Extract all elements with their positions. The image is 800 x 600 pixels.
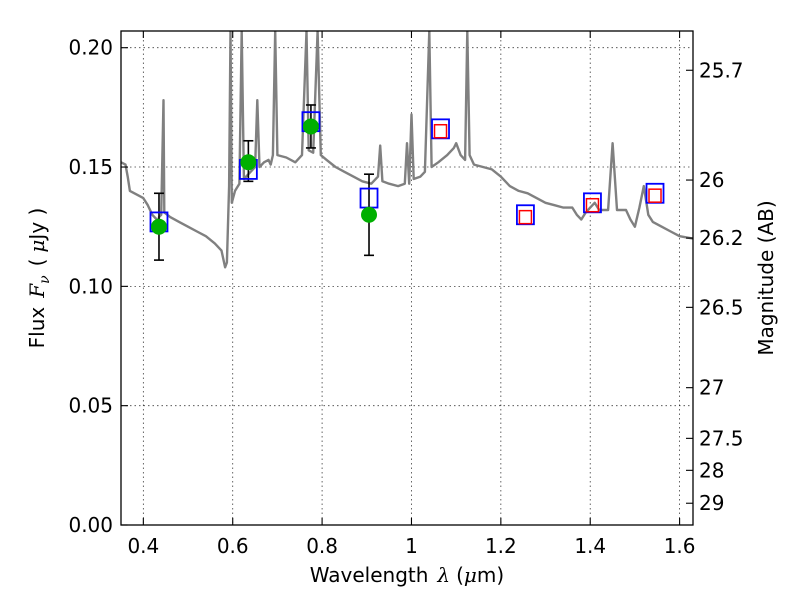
y2-tick-label: 26 — [699, 168, 724, 192]
x-tick-label: 1.6 — [664, 534, 696, 558]
y2-tick-label: 27.5 — [699, 426, 744, 450]
data-layer — [121, 31, 693, 269]
plot-frame — [120, 30, 694, 526]
ir-photometry-square — [585, 197, 600, 213]
x-tick-label: 0.6 — [217, 534, 249, 558]
ir-photometry-square — [648, 188, 662, 203]
observed-photometry-point — [150, 218, 167, 235]
x-axis-title: Wavelength λ (μm) — [310, 563, 504, 587]
y2-tick-label: 26.2 — [699, 226, 744, 250]
observed-photometry-point — [361, 206, 378, 223]
y2-tick-label: 29 — [699, 491, 724, 515]
x-tick-label: 1.2 — [485, 534, 517, 558]
ir-photometry-square — [433, 123, 448, 139]
y-tick-label: 0.05 — [68, 394, 113, 418]
axis-ticks: 0.4 0.6 0.8 1 1.2 1.4 1.6 0.00 0.05 0.10 0.15 0.20 2… — [68, 31, 744, 558]
y-tick-label: 0.00 — [68, 513, 113, 537]
x-tick-label: 0.4 — [127, 534, 159, 558]
y-tick-label: 0.15 — [68, 155, 113, 179]
observed-photometry-point — [302, 118, 319, 135]
sed-model-line — [121, 31, 693, 269]
y2-tick-label: 28 — [699, 458, 724, 482]
observed-photometry-point — [240, 154, 257, 171]
y2-tick-label: 27 — [699, 376, 724, 400]
ir-photometry-square — [518, 209, 533, 225]
x-tick-label: 1 — [405, 534, 418, 558]
y-axis-title: FluxFν(μJy ) — [25, 208, 53, 349]
x-tick-label: 0.8 — [306, 534, 338, 558]
y2-axis-title: Magnitude (AB) — [754, 200, 778, 355]
y-tick-label: 0.20 — [68, 36, 113, 60]
x-tick-label: 1.4 — [574, 534, 606, 558]
y2-tick-label: 25.7 — [699, 58, 744, 82]
y2-tick-label: 26.5 — [699, 295, 744, 319]
y-tick-label: 0.10 — [68, 274, 113, 298]
